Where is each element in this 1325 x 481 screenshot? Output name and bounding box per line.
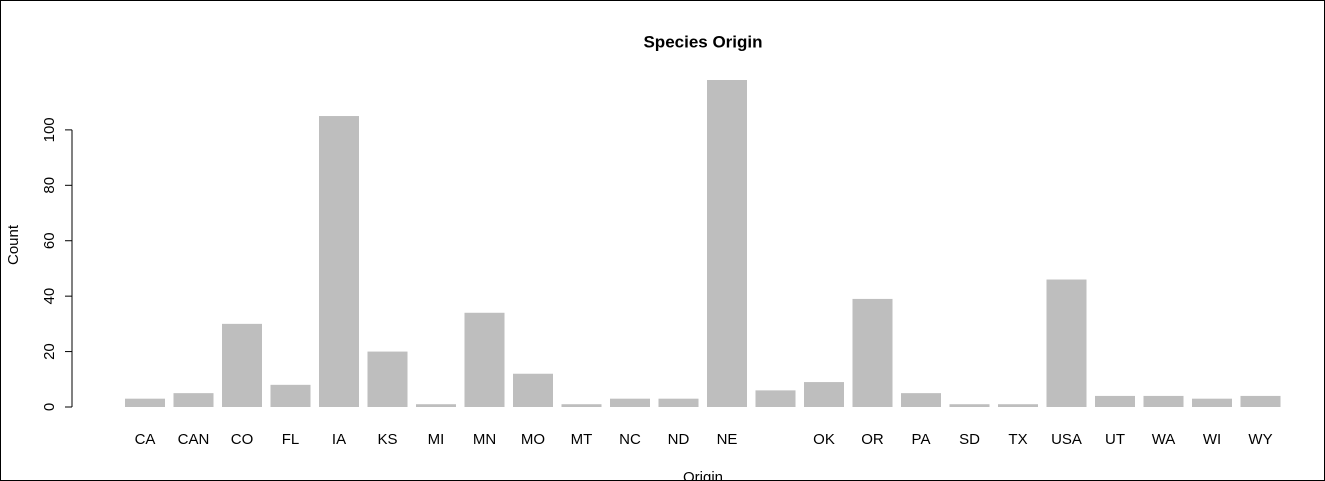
bar bbox=[901, 393, 941, 407]
x-tick-label: MT bbox=[571, 431, 593, 448]
y-axis-label: Count bbox=[5, 224, 22, 265]
y-tick-label: 80 bbox=[41, 177, 58, 194]
bar bbox=[561, 404, 602, 407]
bar bbox=[125, 398, 165, 407]
bar bbox=[319, 116, 359, 407]
bar bbox=[464, 312, 505, 407]
bar bbox=[222, 323, 262, 407]
x-tick-label: MO bbox=[521, 431, 545, 448]
bar bbox=[755, 390, 796, 407]
y-tick-label: 0 bbox=[41, 403, 58, 411]
y-tick-label: 40 bbox=[41, 288, 58, 305]
bar bbox=[804, 382, 844, 407]
bar bbox=[367, 351, 408, 407]
bar bbox=[852, 298, 893, 407]
x-tick-label: IA bbox=[332, 431, 346, 448]
bar bbox=[1046, 279, 1087, 407]
x-tick-label: UT bbox=[1105, 431, 1125, 448]
x-tick-label: FL bbox=[282, 431, 300, 448]
x-tick-label: CAN bbox=[178, 431, 210, 448]
x-tick-label: CO bbox=[231, 431, 254, 448]
x-axis-label: Origin bbox=[683, 469, 723, 481]
bar bbox=[173, 393, 214, 407]
bar bbox=[998, 404, 1038, 407]
bar bbox=[949, 404, 990, 407]
y-tick-label: 100 bbox=[41, 117, 58, 142]
bar bbox=[610, 398, 650, 407]
bar bbox=[658, 398, 699, 407]
bar bbox=[513, 373, 553, 407]
x-tick-label: KS bbox=[377, 431, 397, 448]
x-tick-label: WY bbox=[1248, 431, 1272, 448]
x-tick-label: NE bbox=[717, 431, 738, 448]
x-tick-label: MI bbox=[428, 431, 445, 448]
y-tick-label: 60 bbox=[41, 232, 58, 249]
x-tick-label: ND bbox=[668, 431, 690, 448]
bar bbox=[1192, 398, 1232, 407]
chart-title: Species Origin bbox=[643, 32, 762, 51]
bar bbox=[707, 80, 747, 407]
x-tick-label: WA bbox=[1152, 431, 1176, 448]
bar bbox=[416, 404, 456, 407]
x-tick-label: MN bbox=[473, 431, 496, 448]
x-tick-label: SD bbox=[959, 431, 980, 448]
x-tick-label: WI bbox=[1203, 431, 1221, 448]
bar bbox=[1095, 395, 1135, 407]
x-tick-label: OR bbox=[861, 431, 884, 448]
x-tick-label: CA bbox=[135, 431, 156, 448]
bar bbox=[270, 384, 311, 407]
x-tick-label: OK bbox=[813, 431, 835, 448]
bar bbox=[1143, 395, 1184, 407]
x-tick-label: TX bbox=[1008, 431, 1027, 448]
x-tick-label: NC bbox=[619, 431, 641, 448]
bar bbox=[1240, 395, 1281, 407]
x-tick-label: USA bbox=[1051, 431, 1082, 448]
y-tick-label: 20 bbox=[41, 343, 58, 360]
x-tick-label: PA bbox=[912, 431, 931, 448]
